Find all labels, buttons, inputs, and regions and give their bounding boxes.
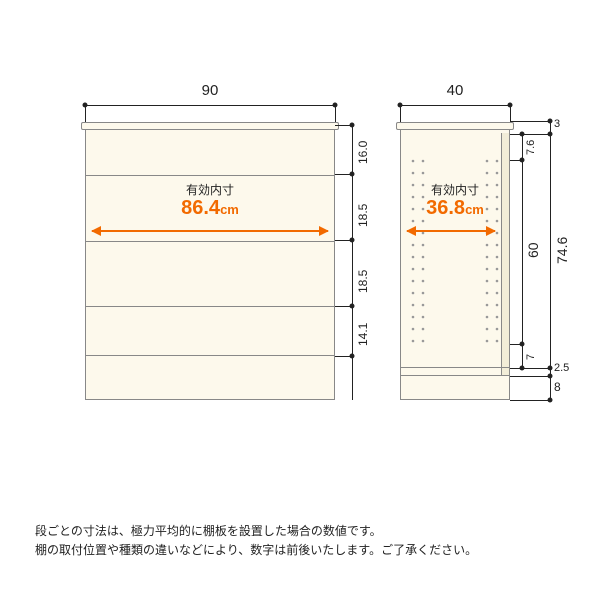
front-interior-value: 86.4cm (86, 197, 334, 220)
dim-ext (335, 306, 352, 307)
side-interior-label: 有効内寸 (401, 181, 509, 198)
side-inner-dim-0: 7.6 (525, 134, 537, 160)
dim-ext (510, 400, 550, 401)
front-dim-1: 18.5 (356, 190, 370, 240)
front-shelf-line (86, 241, 334, 242)
side-shelf: 有効内寸 36.8cm (400, 125, 510, 400)
front-top-cap (81, 122, 339, 130)
front-interior-label: 有効内寸 (86, 181, 334, 198)
front-interior-arrow (92, 230, 328, 232)
front-dim-2: 18.5 (356, 256, 370, 306)
side-inner-dim-1: 60 (525, 220, 541, 280)
dim-ext (335, 240, 352, 241)
front-top-dim-line (85, 105, 335, 106)
dim-ext (510, 368, 522, 369)
footnote: 段ごとの寸法は、極力平均的に棚板を設置した場合の数値です。 棚の取付位置や種類の… (35, 522, 477, 560)
footnote-line-1: 段ごとの寸法は、極力平均的に棚板を設置した場合の数値です。 (35, 522, 477, 541)
dim-ext (335, 125, 352, 126)
front-dim-0: 16.0 (356, 132, 370, 172)
side-outer-dim-b1: 2.5 (554, 362, 569, 374)
dim-ext (522, 368, 550, 369)
dim-ext (522, 134, 550, 135)
side-inner-dim-line (522, 134, 523, 368)
dim-ext (510, 344, 522, 345)
diagram-area: 90 有効内寸 86.4cm 16.0 18.5 18.5 14.1 40 (0, 0, 600, 500)
dim-ext (335, 356, 352, 357)
dim-ext (510, 160, 522, 161)
side-interior-value: 36.8cm (401, 197, 509, 220)
side-top-dim-line (400, 105, 510, 106)
side-outer-dim-line (550, 121, 551, 400)
front-shelf-line (86, 355, 334, 356)
front-right-dim-line (352, 125, 353, 400)
front-shelf: 有効内寸 86.4cm (85, 125, 335, 400)
dim-ext (510, 376, 550, 377)
front-dim-3: 14.1 (356, 312, 370, 356)
front-width-label: 90 (85, 82, 335, 99)
side-outer-dim-top: 3 (554, 118, 560, 130)
side-outer-dim-b2: 8 (554, 380, 561, 394)
side-inner-dim-2: 7 (525, 346, 537, 368)
side-width-label: 40 (400, 82, 510, 99)
dim-ext (335, 174, 352, 175)
dim-ext (510, 121, 550, 122)
dim-ext (510, 134, 522, 135)
side-pin-dots (401, 126, 511, 401)
side-interior-arrow (407, 230, 495, 232)
side-outer-dim-mid: 74.6 (554, 220, 570, 280)
front-shelf-line (86, 175, 334, 176)
front-shelf-line (86, 306, 334, 307)
footnote-line-2: 棚の取付位置や種類の違いなどにより、数字は前後いたします。ご了承ください。 (35, 541, 477, 560)
